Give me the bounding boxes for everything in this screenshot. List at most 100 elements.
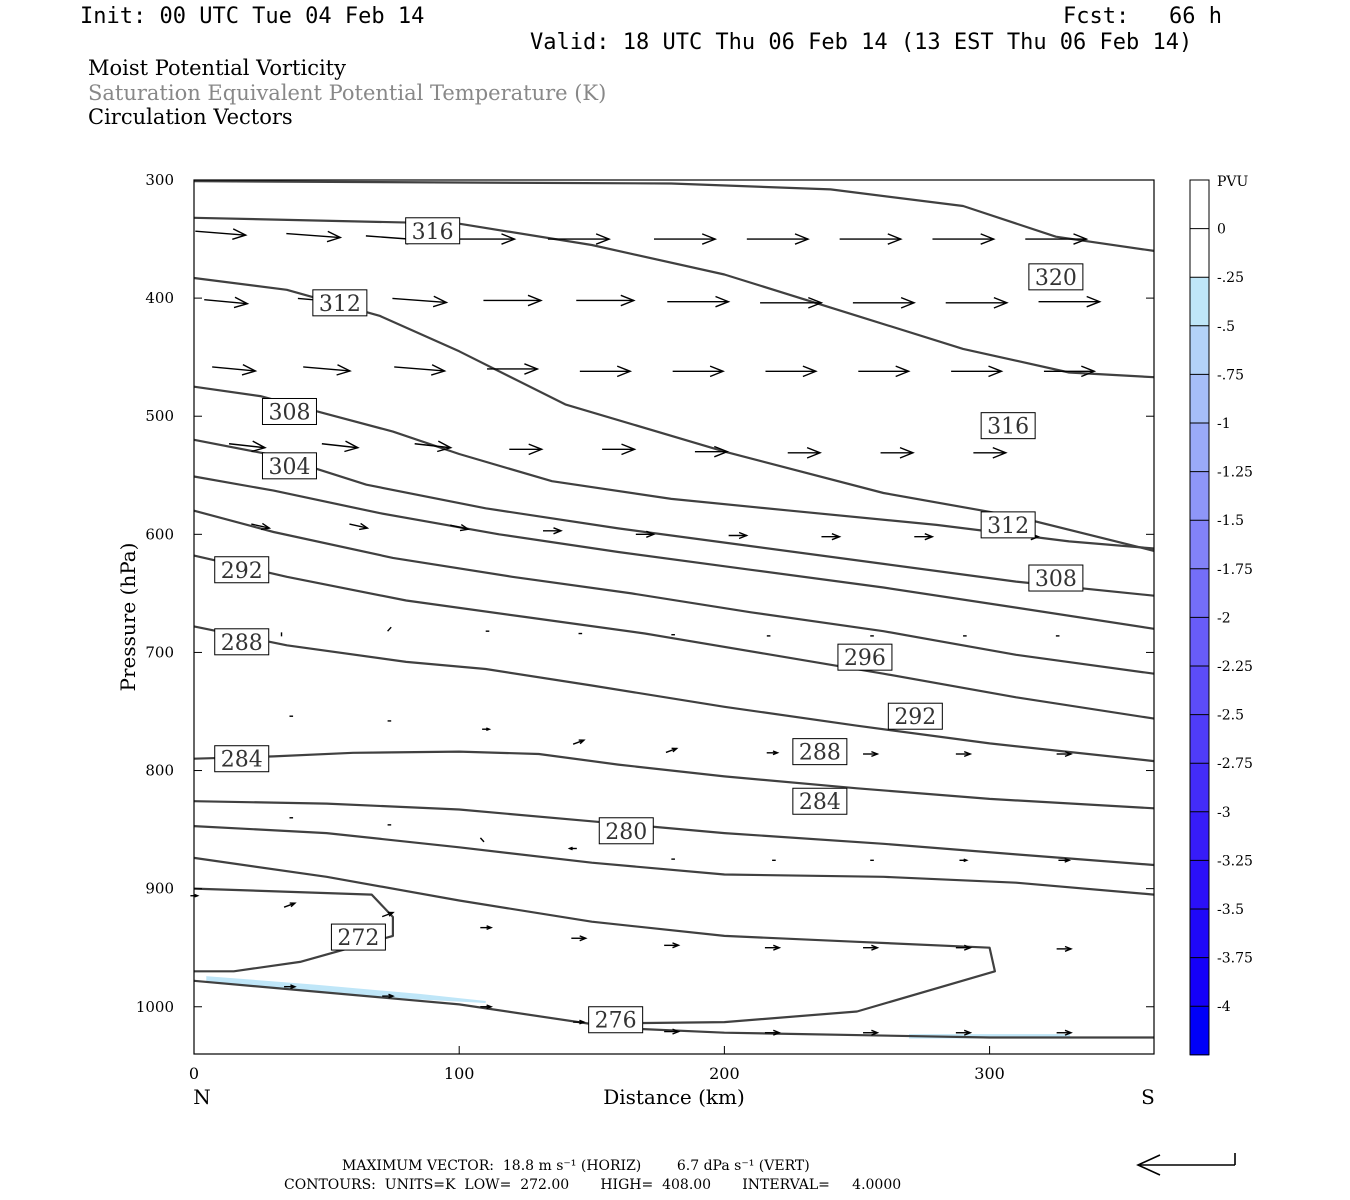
vector-head xyxy=(871,944,880,951)
south-end-label: S xyxy=(1141,1085,1155,1109)
vector-head xyxy=(646,530,656,538)
reference-vector xyxy=(1136,1153,1236,1176)
colorbar-swatch xyxy=(1190,1006,1209,1056)
circulation-vector xyxy=(573,1019,586,1025)
contour-label-text: 296 xyxy=(844,646,886,671)
circulation-vector xyxy=(283,902,297,908)
title-pv: Moist Potential Vorticity xyxy=(88,56,346,80)
vector-shaft xyxy=(450,524,469,530)
colorbar-swatch xyxy=(1190,666,1209,716)
circulation-vector xyxy=(579,365,633,378)
vector-head xyxy=(714,445,730,458)
circulation-vector xyxy=(204,296,250,309)
vector-shaft xyxy=(212,366,256,372)
circulation-vector xyxy=(914,533,935,541)
circulation-vector xyxy=(1056,1029,1073,1036)
vector-head xyxy=(895,365,911,378)
vector-head xyxy=(233,296,250,309)
vector-shaft xyxy=(251,523,270,529)
circulation-vector xyxy=(664,1028,681,1035)
vector-head xyxy=(1073,233,1089,245)
vector-head xyxy=(432,295,449,308)
circulation-vector xyxy=(482,727,492,732)
y-tick-label: 600 xyxy=(145,525,174,543)
isentrope-line xyxy=(193,800,1155,867)
vector-head xyxy=(528,443,544,456)
colorbar-tick-label: 0 xyxy=(1217,222,1226,238)
colorbar-tick-label: -2.5 xyxy=(1217,708,1244,724)
vector-head xyxy=(773,944,782,951)
contour-label-box xyxy=(837,643,893,671)
vector-head xyxy=(527,294,543,307)
vector-head xyxy=(578,739,586,745)
circulation-vector xyxy=(665,747,679,754)
colorbar-swatch xyxy=(1190,568,1209,618)
vector-shaft xyxy=(394,366,445,372)
vector-head xyxy=(963,750,973,758)
circulation-vector xyxy=(479,837,485,843)
north-end-label: N xyxy=(193,1085,211,1109)
isentrope-line xyxy=(193,979,1154,1039)
contour-label-text: 276 xyxy=(595,1009,637,1034)
circulation-vector xyxy=(1043,365,1097,378)
vector-head xyxy=(871,1029,880,1036)
circulation-vector xyxy=(728,531,749,540)
colorbar-tick-label: -1.5 xyxy=(1217,513,1244,529)
circulation-vector xyxy=(509,443,544,456)
contour-label-text: 316 xyxy=(987,415,1029,440)
circulation-vector xyxy=(543,527,563,535)
colorbar-tick-label: -1.25 xyxy=(1217,465,1253,481)
vector-head xyxy=(1086,295,1102,308)
contour-label-box xyxy=(598,817,654,845)
vector-head xyxy=(251,440,267,453)
contour-label: 292 xyxy=(214,556,270,584)
vector-shaft xyxy=(303,366,351,372)
colorbar-swatch xyxy=(1190,617,1209,667)
colorbar-tick-label: -1.75 xyxy=(1217,562,1253,578)
isentrope-line xyxy=(193,554,1155,720)
x-tick-label: 0 xyxy=(189,1064,199,1083)
vector-head xyxy=(831,533,842,541)
contour-label-box xyxy=(312,289,368,317)
vector-head xyxy=(992,446,1008,459)
contour-label: 312 xyxy=(980,511,1036,539)
contour-label: 296 xyxy=(837,643,893,671)
circulation-vector xyxy=(664,942,681,949)
vector-shaft xyxy=(479,837,485,843)
vector-head xyxy=(993,296,1009,309)
vector-head xyxy=(430,364,447,376)
vector-head xyxy=(579,1019,586,1025)
circulation-vector xyxy=(654,233,718,245)
vector-shaft xyxy=(286,232,341,239)
circulation-vector xyxy=(766,750,780,756)
circulation-vector xyxy=(1056,945,1073,952)
vector-head xyxy=(963,858,969,863)
contour-label-text: 284 xyxy=(221,748,263,773)
vector-head xyxy=(963,1029,973,1036)
negative-pv-region xyxy=(206,976,486,1003)
contour-label: 316 xyxy=(980,412,1036,440)
circulation-vector xyxy=(839,233,903,245)
x-tick-label: 100 xyxy=(444,1064,475,1083)
vector-head xyxy=(579,935,588,942)
vector-head xyxy=(486,925,493,931)
colorbar-swatch xyxy=(1190,423,1209,473)
contour-label-text: 292 xyxy=(894,705,936,730)
circulation-vector xyxy=(880,446,915,459)
contour-label-text: 288 xyxy=(799,741,841,766)
vector-head xyxy=(486,1004,493,1010)
circulation-vector xyxy=(349,522,370,531)
colorbar-tick-label: -.5 xyxy=(1217,319,1235,335)
vector-head xyxy=(501,233,517,245)
circulation-vector xyxy=(303,364,352,376)
y-axis-ticks: 300 400 500 600 700 800 900 1000 xyxy=(136,171,1154,1016)
vector-head xyxy=(1064,1029,1073,1036)
contour-label-box xyxy=(214,556,270,584)
circulation-vector xyxy=(450,524,471,532)
vector-head xyxy=(773,1029,782,1036)
contour-label: 272 xyxy=(330,923,386,951)
colorbar-tick-label: -2.75 xyxy=(1217,756,1253,772)
circulation-vector xyxy=(387,626,392,632)
circulation-vector xyxy=(212,363,258,376)
vector-head xyxy=(437,440,453,453)
